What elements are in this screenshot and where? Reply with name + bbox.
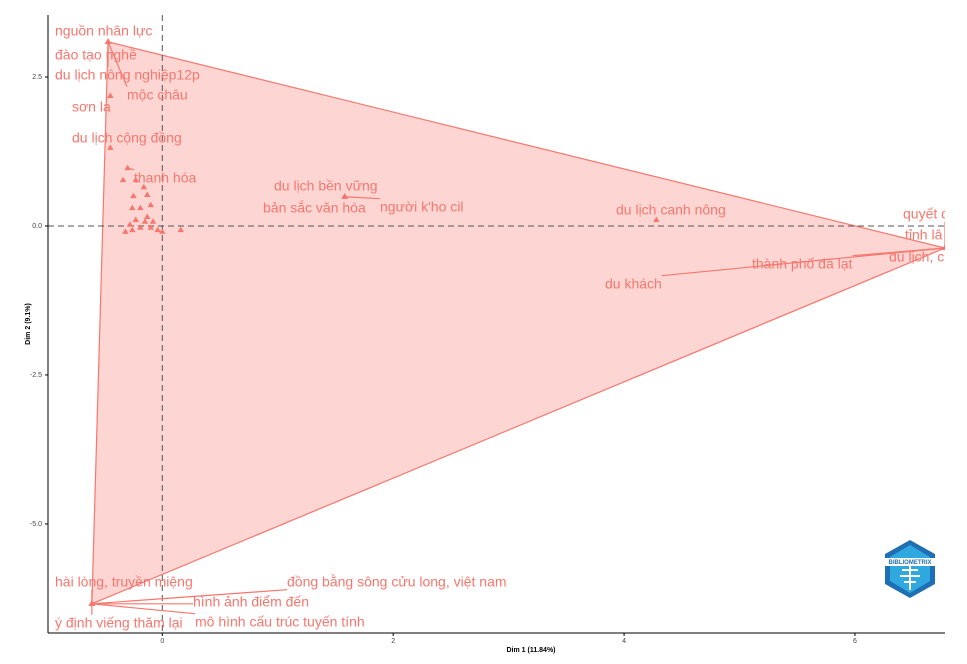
point-label: tỉnh lâ	[905, 227, 943, 243]
logo-band	[884, 558, 936, 566]
y-tick-label: 0.0	[32, 223, 42, 230]
point-label: ý định viếng thăm lại	[55, 615, 183, 631]
point	[653, 216, 660, 223]
point	[130, 192, 137, 199]
point-label: bản sắc văn hóa	[263, 200, 366, 216]
point	[159, 228, 166, 234]
point	[137, 224, 144, 230]
point-label: đồng bằng sông cửu long, việt nam	[287, 574, 507, 590]
point	[107, 92, 114, 99]
x-axis-title: Dim 1 (11.84%)	[506, 647, 555, 654]
point	[147, 201, 154, 208]
point	[122, 228, 129, 234]
point	[141, 218, 149, 224]
point	[126, 221, 134, 227]
point	[144, 191, 151, 197]
point-label: hài lòng, truyền miệng	[55, 574, 193, 590]
label-connector	[91, 589, 288, 605]
point-label: mô hình cấu trúc tuyến tính	[195, 614, 365, 630]
point-label: du khách	[605, 276, 662, 292]
x-tick-label: 6	[853, 638, 857, 645]
point	[140, 183, 148, 190]
point	[177, 226, 184, 233]
label-connector	[107, 41, 128, 87]
point-label: hình ảnh điểm đến	[193, 594, 309, 610]
point	[144, 213, 151, 220]
point-label: du lịch canh nông	[616, 202, 726, 218]
y-tick-label: 2.5	[32, 74, 42, 81]
point	[119, 176, 127, 183]
label-connector	[127, 167, 135, 171]
point-label: du lịch bền vững	[274, 178, 378, 194]
point-label: người k'ho cil	[380, 199, 463, 215]
label-connector	[91, 603, 196, 615]
point-label: mộc châu	[127, 87, 188, 103]
point-label: thanh hóa	[134, 170, 196, 186]
point	[129, 226, 136, 233]
point	[129, 204, 136, 211]
point	[132, 216, 139, 223]
point	[104, 38, 112, 44]
point	[132, 176, 139, 183]
logo-text: BIBLIOMETRIX	[889, 560, 932, 566]
y-axis-title: Dim 2 (9.1%)	[25, 303, 32, 345]
point-label: du lịch nông nghiệp12p	[55, 67, 200, 83]
point-label: đào tạo nghề	[55, 47, 137, 63]
x-tick-label: 2	[391, 638, 395, 645]
y-tick-label: -5.0	[30, 521, 42, 528]
point-label: sơn la	[72, 99, 111, 115]
plot-area: nguồn nhân lực đào tạo nghề du lịch nông n…	[48, 15, 949, 633]
point	[137, 204, 144, 211]
point	[154, 226, 161, 233]
logo-icon	[900, 566, 920, 590]
x-tick-label: 0	[160, 638, 164, 645]
cluster-hull	[91, 41, 945, 605]
point	[107, 144, 114, 150]
point	[149, 218, 157, 224]
logo: BIBLIOMETRIX	[884, 540, 936, 598]
point	[147, 224, 154, 230]
label-connector	[661, 247, 945, 277]
point-label: du lịch cộng đồng	[72, 130, 182, 146]
point-label: quyết đ	[903, 206, 949, 222]
point-label: nguồn nhân lực	[55, 23, 152, 39]
y-tick-label: -2.5	[30, 372, 42, 379]
label-connector	[344, 196, 381, 200]
x-tick-label: 4	[622, 638, 626, 645]
